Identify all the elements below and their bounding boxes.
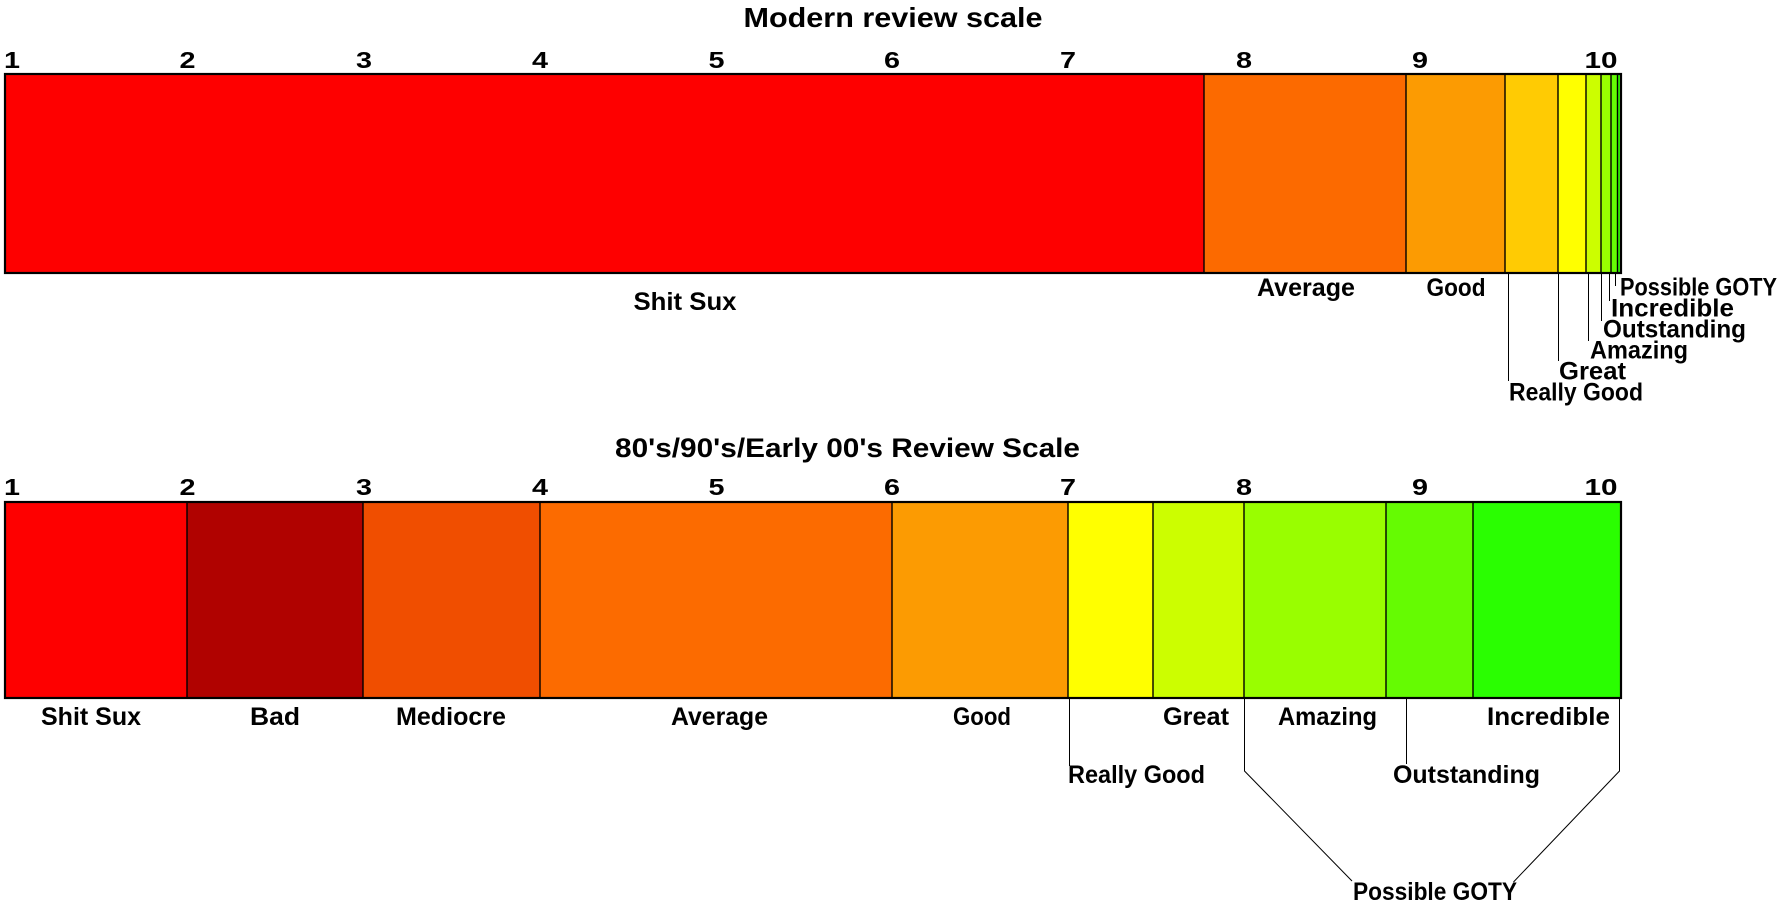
svg-text:1: 1: [4, 47, 20, 73]
svg-text:Good: Good: [1427, 274, 1486, 302]
svg-text:3: 3: [356, 474, 372, 500]
svg-text:2: 2: [180, 474, 196, 500]
svg-text:Incredible: Incredible: [1487, 703, 1610, 731]
svg-text:9: 9: [1412, 47, 1428, 73]
svg-text:Shit Sux: Shit Sux: [41, 703, 141, 731]
svg-text:6: 6: [884, 47, 900, 73]
svg-text:8: 8: [1236, 474, 1252, 500]
svg-text:6: 6: [884, 474, 900, 500]
svg-text:Possible GOTY: Possible GOTY: [1620, 274, 1777, 302]
svg-text:Average: Average: [1257, 274, 1355, 302]
svg-text:5: 5: [709, 47, 725, 73]
svg-text:Really Good: Really Good: [1068, 761, 1205, 789]
svg-text:Amazing: Amazing: [1278, 703, 1377, 731]
svg-text:Outstanding: Outstanding: [1393, 761, 1540, 789]
svg-text:80's/90's/Early 00's Review Sc: 80's/90's/Early 00's Review Scale: [615, 433, 1080, 463]
svg-text:Average: Average: [671, 703, 768, 731]
svg-text:10: 10: [1585, 474, 1618, 500]
svg-text:9: 9: [1412, 474, 1428, 500]
svg-text:Bad: Bad: [250, 703, 300, 731]
svg-text:7: 7: [1060, 47, 1076, 73]
svg-text:Possible GOTY: Possible GOTY: [1353, 878, 1517, 906]
svg-text:7: 7: [1060, 474, 1076, 500]
svg-text:Modern review scale: Modern review scale: [744, 2, 1043, 33]
svg-text:Really Good: Really Good: [1509, 379, 1643, 407]
svg-text:1: 1: [4, 474, 20, 500]
svg-text:4: 4: [532, 47, 548, 73]
svg-text:3: 3: [356, 47, 372, 73]
svg-text:Great: Great: [1559, 358, 1627, 386]
svg-text:4: 4: [532, 474, 548, 500]
svg-text:2: 2: [180, 47, 196, 73]
svg-text:Good: Good: [953, 703, 1011, 731]
svg-text:10: 10: [1585, 47, 1618, 73]
svg-text:8: 8: [1236, 47, 1252, 73]
svg-text:Amazing: Amazing: [1590, 337, 1688, 365]
svg-text:Shit Sux: Shit Sux: [634, 288, 737, 316]
svg-text:Great: Great: [1163, 703, 1230, 731]
svg-text:5: 5: [709, 474, 725, 500]
svg-text:Incredible: Incredible: [1611, 295, 1734, 323]
svg-text:Outstanding: Outstanding: [1603, 316, 1746, 344]
svg-text:Mediocre: Mediocre: [396, 703, 506, 731]
